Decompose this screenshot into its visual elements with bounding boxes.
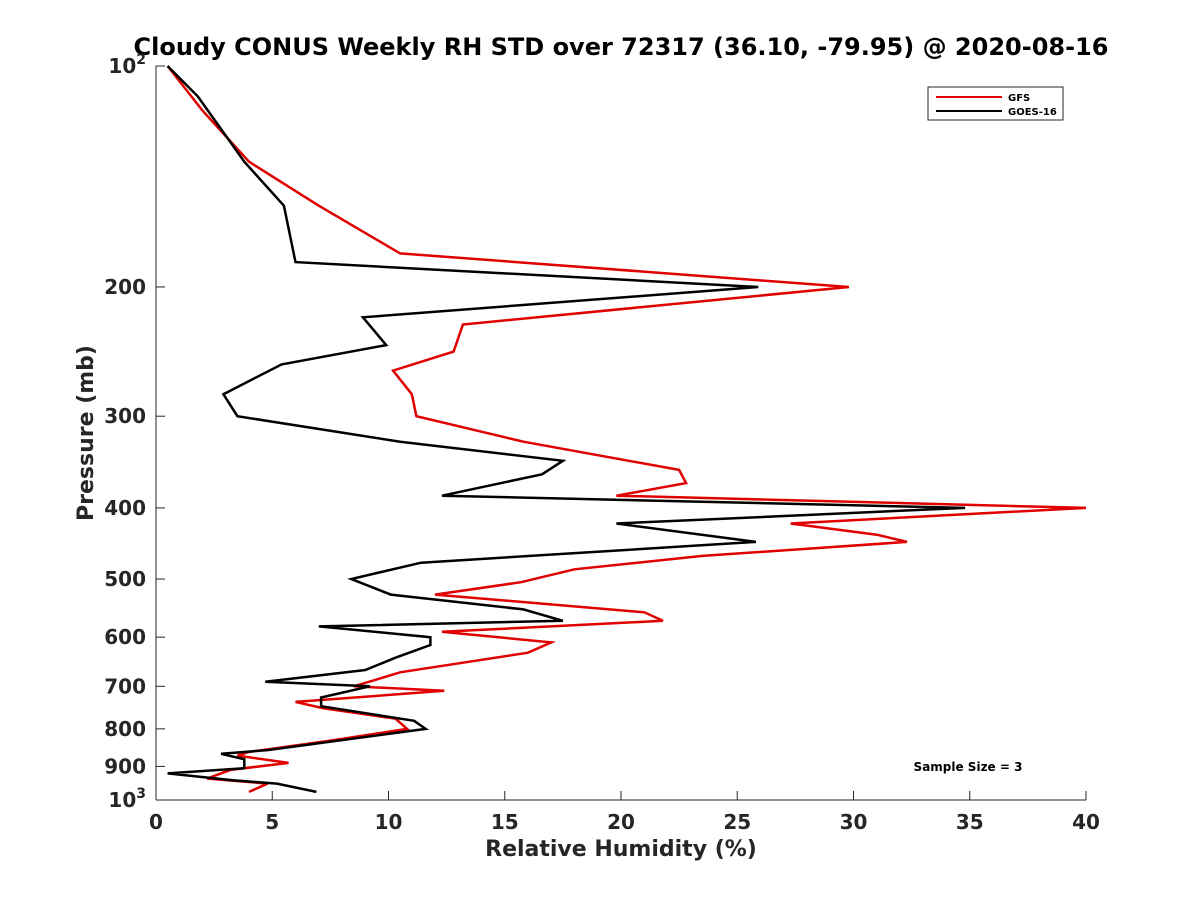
legend-box	[927, 86, 1064, 121]
x-tick-label: 25	[723, 810, 751, 834]
plot-area: 0 5 10 15 20 25 30 35 40 200 300 400 500 600 700 800 90…	[104, 52, 1100, 834]
x-tick-label: 35	[956, 810, 984, 834]
x-ticks: 0 5 10 15 20 25 30 35 40	[149, 791, 1100, 834]
legend-label-gfs: GFS	[1008, 93, 1030, 104]
x-tick-label: 5	[265, 810, 279, 834]
x-tick-label: 20	[607, 810, 635, 834]
x-tick-label: 30	[840, 810, 868, 834]
y-tick-label-power: 103	[108, 786, 146, 812]
y-tick-label: 200	[104, 275, 146, 299]
sample-size-annotation: Sample Size = 3	[914, 760, 1023, 774]
plot-background	[156, 66, 1086, 800]
chart-title: Cloudy CONUS Weekly RH STD over 72317 (3…	[134, 33, 1109, 61]
x-tick-label: 40	[1072, 810, 1100, 834]
legend-label-goes16: GOES-16	[1008, 107, 1057, 118]
x-axis-label: Relative Humidity (%)	[485, 837, 757, 862]
legend: GFS GOES-16	[927, 86, 1064, 121]
y-tick-label: 700	[104, 674, 146, 698]
y-tick-label: 900	[104, 754, 146, 778]
y-tick-label-power: 102	[108, 52, 146, 78]
y-tick-label: 300	[104, 404, 146, 428]
series-line-goes16	[166, 65, 966, 794]
y-axis-label: Pressure (mb)	[74, 345, 99, 521]
x-tick-label: 0	[149, 810, 163, 834]
series-layer	[166, 65, 1087, 794]
y-ticks: 200 300 400 500 600 700 800 900 102 103	[104, 52, 165, 812]
y-tick-label: 600	[104, 625, 146, 649]
y-tick-label: 500	[104, 567, 146, 591]
x-tick-label: 10	[375, 810, 403, 834]
series-line-gfs	[166, 65, 1087, 794]
x-tick-label: 15	[491, 810, 519, 834]
y-tick-label: 400	[104, 496, 146, 520]
y-tick-label: 800	[104, 717, 146, 741]
